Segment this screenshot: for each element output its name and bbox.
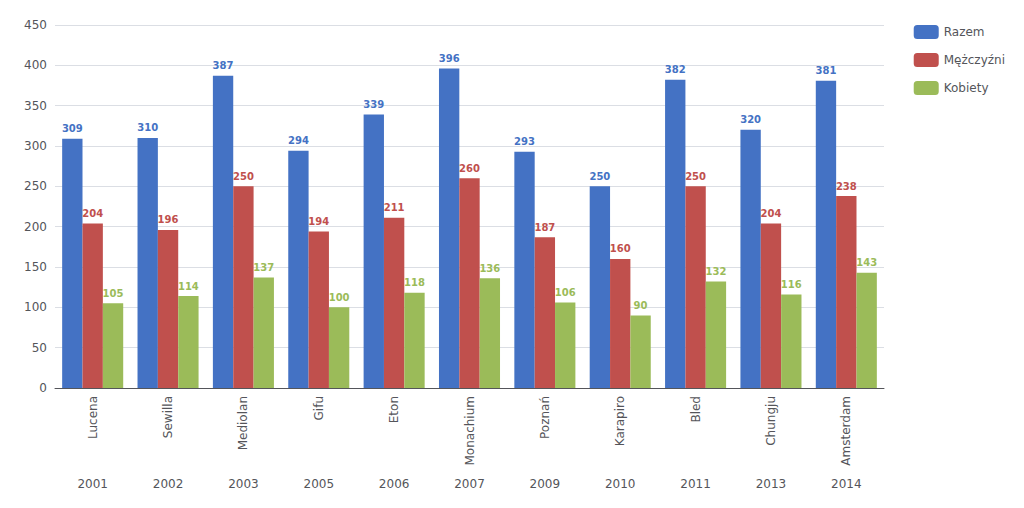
svg-text:211: 211 (384, 202, 405, 213)
svg-text:200: 200 (24, 220, 47, 234)
svg-text:Mężczyźni: Mężczyźni (944, 53, 1005, 67)
svg-text:Amsterdam: Amsterdam (839, 396, 853, 466)
svg-text:150: 150 (24, 260, 47, 274)
svg-text:Poznań: Poznań (538, 396, 552, 439)
svg-text:136: 136 (479, 263, 500, 274)
svg-text:Monachium: Monachium (463, 396, 477, 466)
svg-text:Eton: Eton (387, 396, 401, 423)
svg-text:310: 310 (137, 122, 158, 133)
svg-text:2010: 2010 (605, 477, 636, 491)
svg-text:114: 114 (178, 281, 199, 292)
svg-text:320: 320 (740, 114, 761, 125)
svg-text:250: 250 (24, 179, 47, 193)
svg-text:2013: 2013 (756, 477, 787, 491)
svg-text:118: 118 (404, 277, 425, 288)
svg-text:2002: 2002 (153, 477, 184, 491)
svg-text:Bled: Bled (689, 396, 703, 423)
svg-text:Mediolan: Mediolan (236, 396, 250, 450)
svg-text:194: 194 (308, 216, 329, 227)
svg-text:0: 0 (39, 381, 47, 395)
svg-text:250: 250 (685, 171, 706, 182)
svg-text:Chungju: Chungju (764, 396, 778, 446)
svg-text:2006: 2006 (379, 477, 410, 491)
svg-text:260: 260 (459, 163, 480, 174)
svg-text:90: 90 (634, 300, 648, 311)
svg-text:238: 238 (836, 181, 857, 192)
svg-text:309: 309 (62, 123, 83, 134)
svg-text:450: 450 (24, 18, 47, 32)
svg-text:106: 106 (555, 287, 576, 298)
svg-text:116: 116 (781, 279, 802, 290)
svg-text:Lucena: Lucena (86, 396, 100, 439)
svg-text:2003: 2003 (228, 477, 259, 491)
svg-text:250: 250 (589, 171, 610, 182)
svg-text:100: 100 (24, 300, 47, 314)
svg-text:250: 250 (233, 171, 254, 182)
svg-text:381: 381 (816, 65, 837, 76)
svg-text:105: 105 (103, 288, 124, 299)
svg-text:2005: 2005 (303, 477, 334, 491)
svg-text:132: 132 (706, 266, 727, 277)
svg-text:2009: 2009 (530, 477, 561, 491)
svg-text:350: 350 (24, 99, 47, 113)
svg-text:160: 160 (610, 243, 631, 254)
svg-text:2014: 2014 (831, 477, 862, 491)
svg-text:396: 396 (439, 53, 460, 64)
svg-text:382: 382 (665, 64, 686, 75)
svg-text:339: 339 (363, 99, 384, 110)
svg-text:Sewilla: Sewilla (161, 396, 175, 438)
svg-text:2001: 2001 (77, 477, 108, 491)
svg-text:Karapiro: Karapiro (613, 396, 627, 446)
svg-text:100: 100 (329, 292, 350, 303)
svg-text:Razem: Razem (944, 25, 985, 39)
svg-text:Gifu: Gifu (312, 396, 326, 420)
svg-text:2011: 2011 (680, 477, 711, 491)
svg-text:294: 294 (288, 135, 309, 146)
svg-text:143: 143 (856, 257, 877, 268)
svg-text:2007: 2007 (454, 477, 485, 491)
svg-text:Kobiety: Kobiety (944, 81, 989, 95)
svg-text:400: 400 (24, 58, 47, 72)
svg-text:300: 300 (24, 139, 47, 153)
svg-text:187: 187 (534, 222, 555, 233)
svg-text:50: 50 (32, 341, 47, 355)
svg-text:387: 387 (213, 60, 234, 71)
svg-text:196: 196 (158, 214, 179, 225)
svg-text:204: 204 (761, 208, 782, 219)
svg-text:204: 204 (82, 208, 103, 219)
svg-text:137: 137 (253, 262, 274, 273)
svg-text:293: 293 (514, 136, 535, 147)
